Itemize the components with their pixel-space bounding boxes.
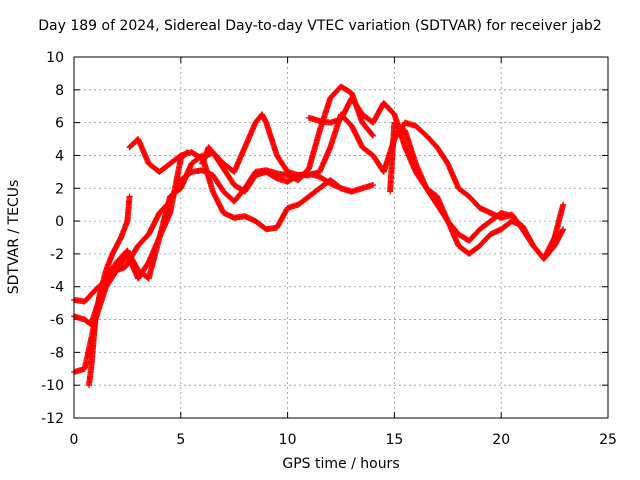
data-point	[508, 213, 515, 220]
series-track-5	[126, 111, 567, 262]
series-track-4	[85, 193, 133, 389]
data-point	[560, 201, 567, 208]
ticks-layer: 0 5 10 15 20 25 -12 -10 -8 -6 -4 -2 0 2 4 6 8 10	[41, 50, 617, 448]
y-tick-label: 0	[55, 214, 64, 230]
y-tick-label: -6	[50, 313, 64, 329]
y-tick-label: -10	[41, 378, 64, 394]
series-track-8	[199, 144, 377, 195]
series-track-7	[305, 95, 515, 244]
y-tick-label: 4	[55, 148, 64, 164]
data-point	[369, 131, 376, 138]
data-point	[370, 181, 377, 188]
y-tick-label: -2	[50, 247, 64, 263]
chart-title: Day 189 of 2024, Sidereal Day-to-day VTE…	[38, 18, 602, 34]
data-point	[126, 193, 133, 200]
y-tick-label: -8	[50, 345, 64, 361]
series-track-6	[387, 119, 567, 262]
y-tick-label: 2	[55, 181, 64, 197]
y-tick-label: -4	[50, 280, 64, 296]
x-tick-label: 10	[279, 432, 297, 448]
x-tick-label: 5	[176, 432, 185, 448]
data-point	[370, 132, 377, 139]
x-axis-label: GPS time / hours	[282, 456, 400, 472]
y-tick-label: 10	[46, 50, 64, 66]
plot-frame	[73, 56, 609, 419]
data-point	[560, 226, 567, 233]
y-tick-label: -12	[41, 411, 64, 427]
x-tick-label: 15	[385, 432, 403, 448]
y-tick-label: 6	[55, 116, 64, 132]
series-track-3	[71, 149, 191, 328]
x-tick-label: 20	[492, 432, 510, 448]
marks-layer	[71, 83, 567, 389]
x-tick-label: 0	[70, 432, 79, 448]
y-tick-label: 8	[55, 83, 64, 99]
x-tick-label: 25	[599, 432, 617, 448]
